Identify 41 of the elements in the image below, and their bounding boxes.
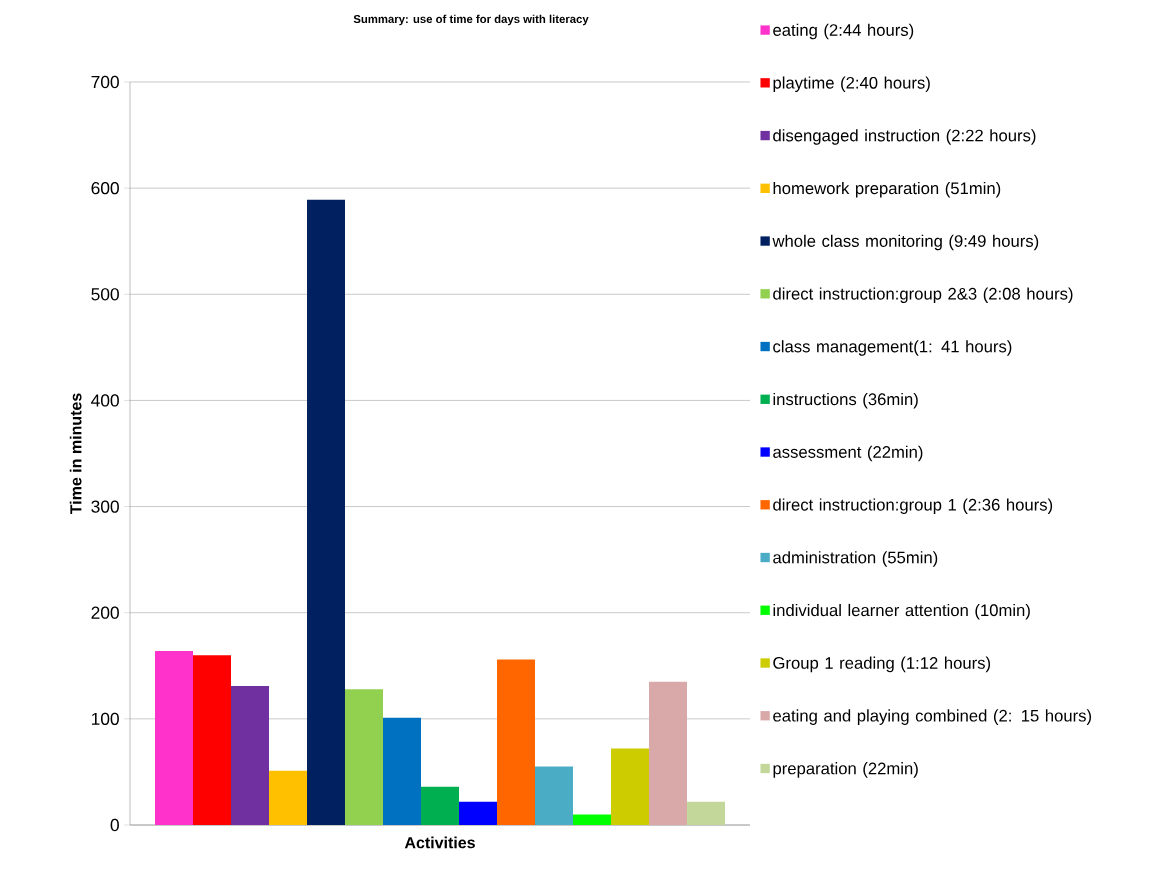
bar [421,786,460,825]
legend-label: administration (55min) [773,551,938,567]
bar [573,814,612,825]
bar [231,685,270,825]
legend-label: individual learner attention (10min) [773,603,1030,620]
x-axis-title: Activities [404,836,475,849]
bar [345,689,384,825]
bar [687,801,726,825]
bar [307,199,345,825]
legend-label: direct instruction:group 2&3 (2:08 hours) [773,287,1073,303]
bar [155,650,193,825]
legend-label: disengaged instruction (2:22 hours) [773,129,1036,145]
y-tick-label: 700 [91,75,119,89]
y-tick-label: 400 [91,394,119,407]
y-tick-label: 0 [110,818,119,832]
legend-label: playtime (2:40 hours) [773,76,930,92]
bar [649,681,688,825]
y-tick-label: 100 [92,712,119,725]
y-tick-label: 300 [91,500,119,513]
bar [193,655,232,825]
legend-label: class management(1: 41 hours) [773,340,1012,356]
bar [383,717,422,825]
legend-label: assessment (22min) [773,445,923,462]
legend-label: homework preparation (51min) [773,181,1001,198]
chart-title: Summary: use of time for days with literacy [353,14,589,26]
bar [269,770,307,825]
legend-label: eating (2:44 hours) [773,23,914,40]
y-tick-label: 600 [91,182,119,195]
bar [611,748,650,825]
bar [497,659,536,825]
bar [535,766,574,825]
y-tick-label: 200 [91,606,119,619]
y-tick-label: 500 [91,288,119,301]
legend-label: instructions (36min) [773,392,918,409]
legend-label: Group 1 reading (1:12 hours) [773,656,991,673]
legend-label: direct instruction:group 1 (2:36 hours) [773,498,1053,514]
legend-label: whole class monitoring (9:49 hours) [772,234,1039,251]
y-axis-title: Time in minutes [69,393,82,515]
legend-label: preparation (22min) [773,762,918,778]
legend-label: eating and playing combined (2: 15 hours) [773,709,1092,725]
bar [459,801,498,825]
